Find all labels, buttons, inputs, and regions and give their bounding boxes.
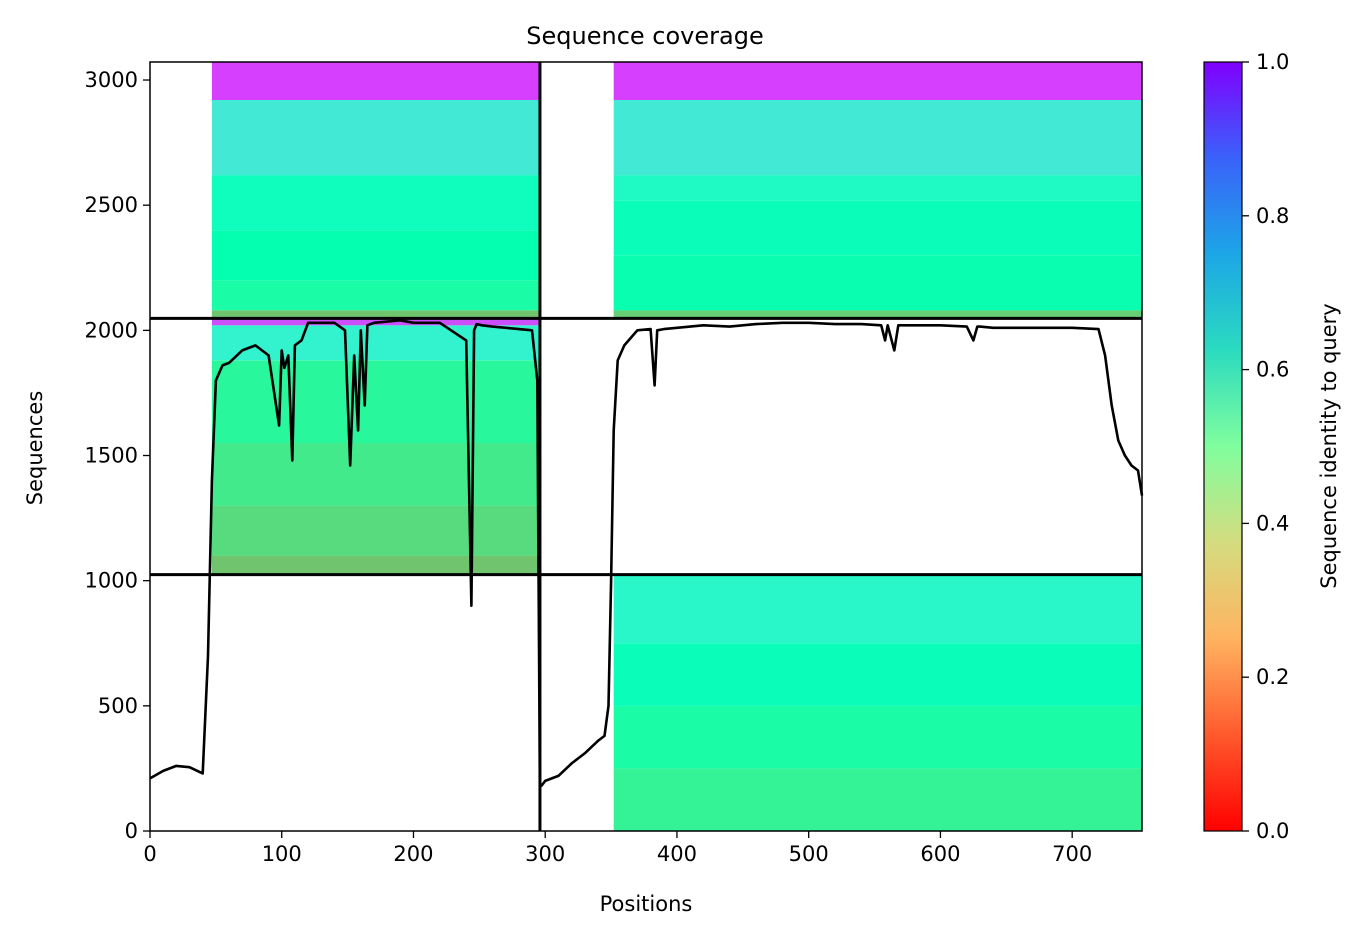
identity-band [211,325,540,361]
identity-band [211,555,540,575]
identity-band [613,100,1142,176]
y-axis-label: Sequences [23,391,47,506]
identity-band [211,360,540,443]
coverage-line [149,318,1144,788]
colorbar-tick-label: 1.0 [1256,50,1289,74]
colorbar-tick-label: 0.6 [1256,358,1289,382]
y-tick-label: 2500 [85,193,138,217]
y-tick-label: 2000 [85,318,138,342]
colorbar-gradient [1203,61,1243,832]
y-tick-label: 1000 [85,569,138,593]
colorbar-tick-label: 0.4 [1256,511,1289,535]
identity-band [211,443,540,506]
plot-area [149,61,1144,832]
identity-band [613,62,1142,100]
x-tick-label: 200 [393,842,433,866]
identity-band [613,310,1142,319]
colorbar-tick-label: 0.2 [1256,665,1289,689]
x-tick-label: 0 [143,842,156,866]
y-tick-label: 0 [125,819,138,843]
x-tick-label: 500 [789,842,829,866]
colorbar: 0.0 0.2 0.4 0.6 0.8 1.0 Sequence identity to … [1203,50,1341,843]
coverage-block-1 [211,62,540,319]
identity-band [613,643,1142,706]
chart-title: Sequence coverage [526,22,763,50]
x-axis-label: Positions [600,892,693,916]
x-tick-label: 700 [1052,842,1092,866]
coverage-block-3 [211,318,540,575]
x-tick-label: 600 [920,842,960,866]
identity-band [613,255,1142,311]
plot-frame [149,61,1143,832]
colorbar-tick-label: 0.0 [1256,819,1289,843]
identity-band [211,230,540,281]
identity-band [613,175,1142,201]
coverage-block-2 [613,62,1142,319]
x-axis: 0 100 200 300 400 500 600 700 [143,831,1092,866]
x-tick-label: 400 [657,842,697,866]
identity-band [613,705,1142,769]
identity-band [613,200,1142,256]
y-axis: 0 500 1000 1500 2000 2500 3000 [85,68,150,843]
coverage-block-4 [613,574,1142,831]
identity-band [211,310,540,319]
coverage-line-group [149,318,1144,788]
identity-band [613,574,1142,644]
y-tick-label: 500 [98,694,138,718]
identity-band [211,100,540,176]
y-tick-label: 1500 [85,444,138,468]
y-tick-label: 3000 [85,68,138,92]
identity-band [211,175,540,231]
colorbar-tick-label: 0.8 [1256,204,1289,228]
identity-band [613,768,1142,831]
identity-band [211,505,540,556]
identity-band [211,280,540,311]
coverage-blocks [211,62,1142,831]
colorbar-ticks: 0.0 0.2 0.4 0.6 0.8 1.0 [1242,50,1289,843]
x-tick-label: 300 [525,842,565,866]
x-tick-label: 100 [262,842,302,866]
identity-band [211,62,540,100]
colorbar-label: Sequence identity to query [1317,303,1341,588]
